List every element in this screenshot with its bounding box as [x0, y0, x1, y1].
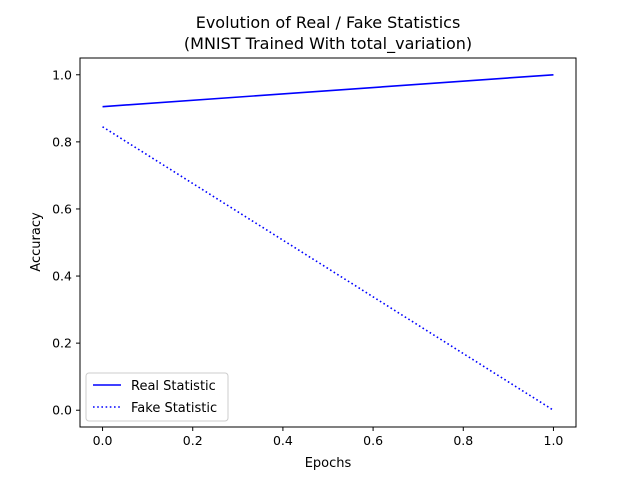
y-tick-label: 0.2: [52, 336, 72, 351]
series-line-real-statistic: [102, 73, 554, 108]
legend: Real Statistic Fake Statistic: [85, 372, 229, 422]
y-tick-label: 0.0: [52, 403, 72, 418]
x-axis: 0.0 0.2 0.4 0.6 0.8 1.0: [93, 427, 564, 448]
legend-label-real-statistic: Real Statistic: [131, 379, 216, 394]
x-tick-label: 0.8: [453, 433, 473, 448]
chart-title: Evolution of Real / Fake Statistics: [196, 13, 461, 32]
plot-area-frame: [79, 57, 577, 428]
x-tick-label: 0.4: [273, 433, 293, 448]
x-axis-label: Epochs: [305, 456, 352, 471]
series-layer: [102, 73, 554, 411]
x-tick-label: 1.0: [544, 433, 564, 448]
series-line-fake-statistic: [102, 126, 554, 411]
x-tick-label: 0.6: [363, 433, 383, 448]
x-tick-label: 0.0: [93, 433, 113, 448]
y-tick-label: 0.8: [52, 134, 72, 149]
chart-subtitle: (MNIST Trained With total_variation): [184, 34, 472, 54]
y-tick-label: 0.6: [52, 201, 72, 216]
y-axis: 0.0 0.2 0.4 0.6 0.8 1.0: [52, 67, 80, 418]
x-tick-label: 0.2: [183, 433, 203, 448]
legend-box: [85, 372, 229, 422]
legend-label-fake-statistic: Fake Statistic: [131, 401, 217, 416]
y-tick-label: 0.4: [52, 269, 72, 284]
y-axis-label: Accuracy: [29, 212, 44, 272]
y-tick-label: 1.0: [52, 67, 72, 82]
